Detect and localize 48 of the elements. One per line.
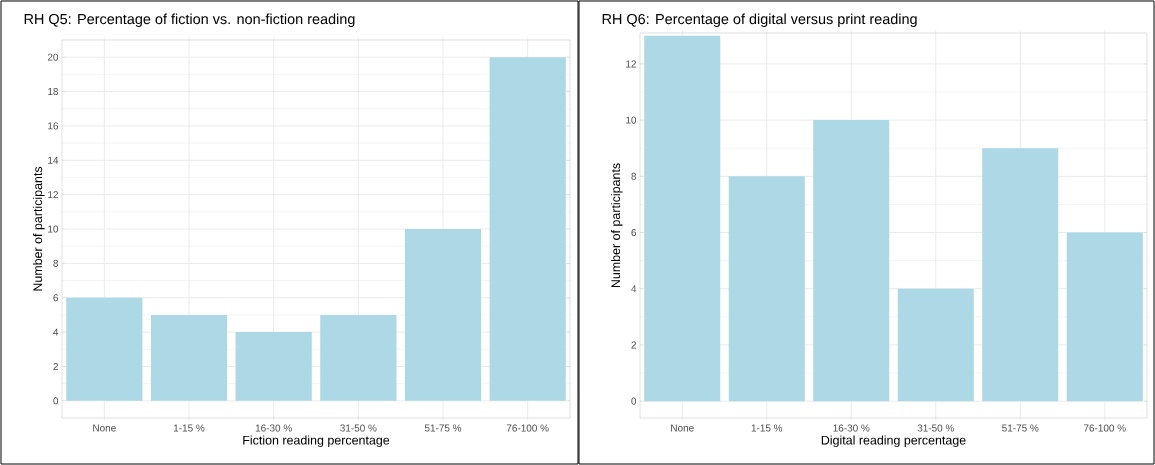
- bar: [235, 332, 312, 401]
- x-axis-title: Digital reading percentage: [821, 435, 966, 448]
- bar: [813, 120, 890, 402]
- y-tick-label: 8: [53, 259, 59, 267]
- y-tick-label: 12: [48, 191, 58, 199]
- x-tick-label: None: [671, 424, 694, 432]
- y-tick-label: 0: [631, 397, 637, 405]
- y-axis-title: Number of participants: [32, 166, 45, 291]
- bar: [982, 148, 1059, 402]
- bar: [320, 314, 397, 401]
- y-tick-label: 6: [631, 229, 637, 237]
- bar: [728, 176, 805, 402]
- bar: [897, 288, 974, 402]
- bar: [1066, 232, 1143, 402]
- x-tick-label: 16-30 %: [255, 424, 292, 432]
- y-tick-label: 2: [53, 362, 58, 370]
- y-tick-label: 8: [631, 172, 637, 180]
- bar: [489, 57, 566, 401]
- bar: [150, 314, 228, 401]
- y-tick-label: 4: [53, 328, 59, 336]
- y-tick-label: 2: [631, 341, 636, 349]
- chart-title: RH Q5: Percentage of fiction vs. non-fiction reading: [24, 13, 355, 27]
- y-tick-label: 14: [48, 156, 59, 164]
- y-tick-label: 0: [53, 397, 59, 405]
- x-tick-label: 51-75 %: [424, 424, 462, 432]
- x-tick-label: 31-50 %: [917, 424, 954, 432]
- y-tick-label: 6: [53, 294, 59, 302]
- chart-title: RH Q6: Percentage of digital versus print reading: [602, 13, 917, 27]
- bar: [404, 229, 482, 401]
- x-tick-label: 76-100 %: [506, 424, 549, 432]
- x-tick-label: 16-30 %: [833, 424, 870, 432]
- x-tick-label: 31-50 %: [340, 424, 377, 432]
- x-tick-label: 76-100 %: [1083, 424, 1126, 432]
- x-axis-title: Fiction reading percentage: [243, 435, 390, 448]
- x-tick-label: 1-15 %: [173, 424, 205, 432]
- y-tick-label: 16: [48, 122, 59, 130]
- x-tick-label: 51-75 %: [1002, 424, 1039, 432]
- x-tick-label: 1-15 %: [751, 424, 783, 432]
- bar: [66, 297, 143, 401]
- y-tick-label: 12: [626, 60, 636, 68]
- y-tick-label: 4: [631, 285, 637, 293]
- y-tick-label: 18: [48, 88, 59, 96]
- y-tick-label: 10: [626, 116, 637, 124]
- y-tick-label: 10: [48, 225, 59, 233]
- bar: [644, 35, 721, 402]
- x-tick-label: None: [93, 424, 116, 432]
- y-tick-label: 20: [47, 53, 59, 61]
- y-axis-title: Number of participants: [610, 163, 623, 288]
